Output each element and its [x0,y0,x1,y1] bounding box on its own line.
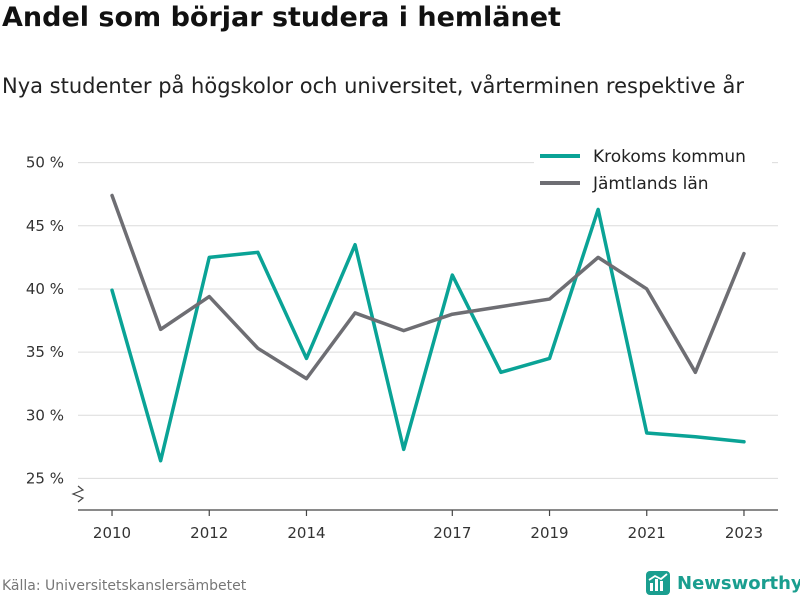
newsworthy-logo-icon [646,571,670,595]
series-line [110,207,746,463]
brand-name: Newsworthy [677,572,800,594]
x-tick-label: 2017 [433,524,471,542]
axis-break-icon [71,485,85,503]
x-tick-label: 2010 [93,524,131,542]
x-axis: 2010 2012 2014 2017 2019 2021 2023 [71,485,778,542]
brand-logo: Newsworthy [645,570,800,596]
x-tick-label: 2021 [628,524,666,542]
x-tick-label: 2014 [287,524,325,542]
y-tick-label: 45 % [26,217,64,235]
x-tick-label: 2023 [725,524,763,542]
y-tick-label: 30 % [26,406,64,424]
series-line [110,193,746,381]
legend-label: Krokoms kommun [593,147,746,167]
legend-label: Jämtlands län [592,174,709,194]
y-tick-label: 40 % [26,280,64,298]
legend: Krokoms kommun Jämtlands län [534,142,772,194]
source-note: Källa: Universitetskanslersämbetet [2,578,247,594]
y-axis: 25 % 30 % 35 % 40 % 45 % 50 % [26,154,64,488]
grid-lines [78,162,778,479]
chart-title: Andel som börjar studera i hemlänet [2,2,561,33]
series-lines [110,193,746,463]
y-tick-label: 50 % [26,154,64,172]
chart-subtitle: Nya studenter på högskolor och universit… [2,74,744,98]
y-tick-label: 25 % [26,469,64,487]
x-tick-label: 2019 [530,524,568,542]
y-tick-label: 35 % [26,343,64,361]
x-tick-label: 2012 [190,524,228,542]
